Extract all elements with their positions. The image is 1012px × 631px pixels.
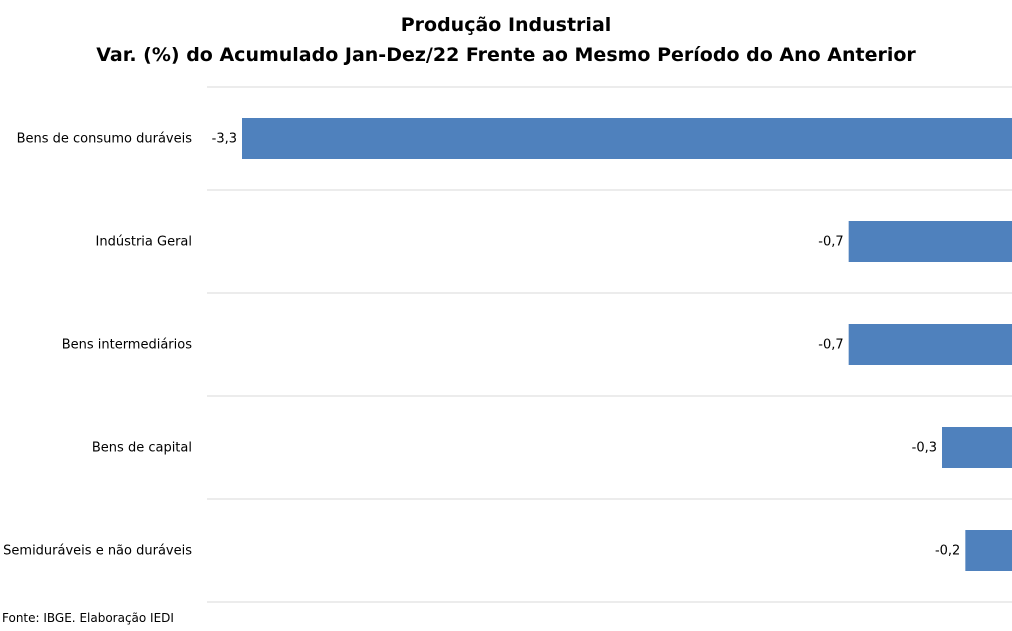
data-label: -0,7 [818,338,843,353]
bar [242,118,1012,159]
source-note: Fonte: IBGE. Elaboração IEDI [2,611,174,625]
category-label: Bens de capital [92,441,192,456]
chart-title: Produção Industrial [400,14,612,36]
data-label: -0,3 [912,441,937,456]
data-label: -3,3 [212,132,237,147]
data-label: -0,7 [818,235,843,250]
category-label: Bens intermediários [62,338,193,353]
bar [848,324,1012,365]
category-label: Bens de consumo duráveis [17,132,193,147]
bar [848,221,1012,262]
bar [965,530,1012,571]
category-label: Semiduráveis e não duráveis [3,544,192,559]
category-label: Indústria Geral [96,235,192,250]
data-label: -0,2 [935,544,960,559]
bar [942,427,1012,468]
chart-subtitle: Var. (%) do Acumulado Jan-Dez/22 Frente … [96,44,916,66]
